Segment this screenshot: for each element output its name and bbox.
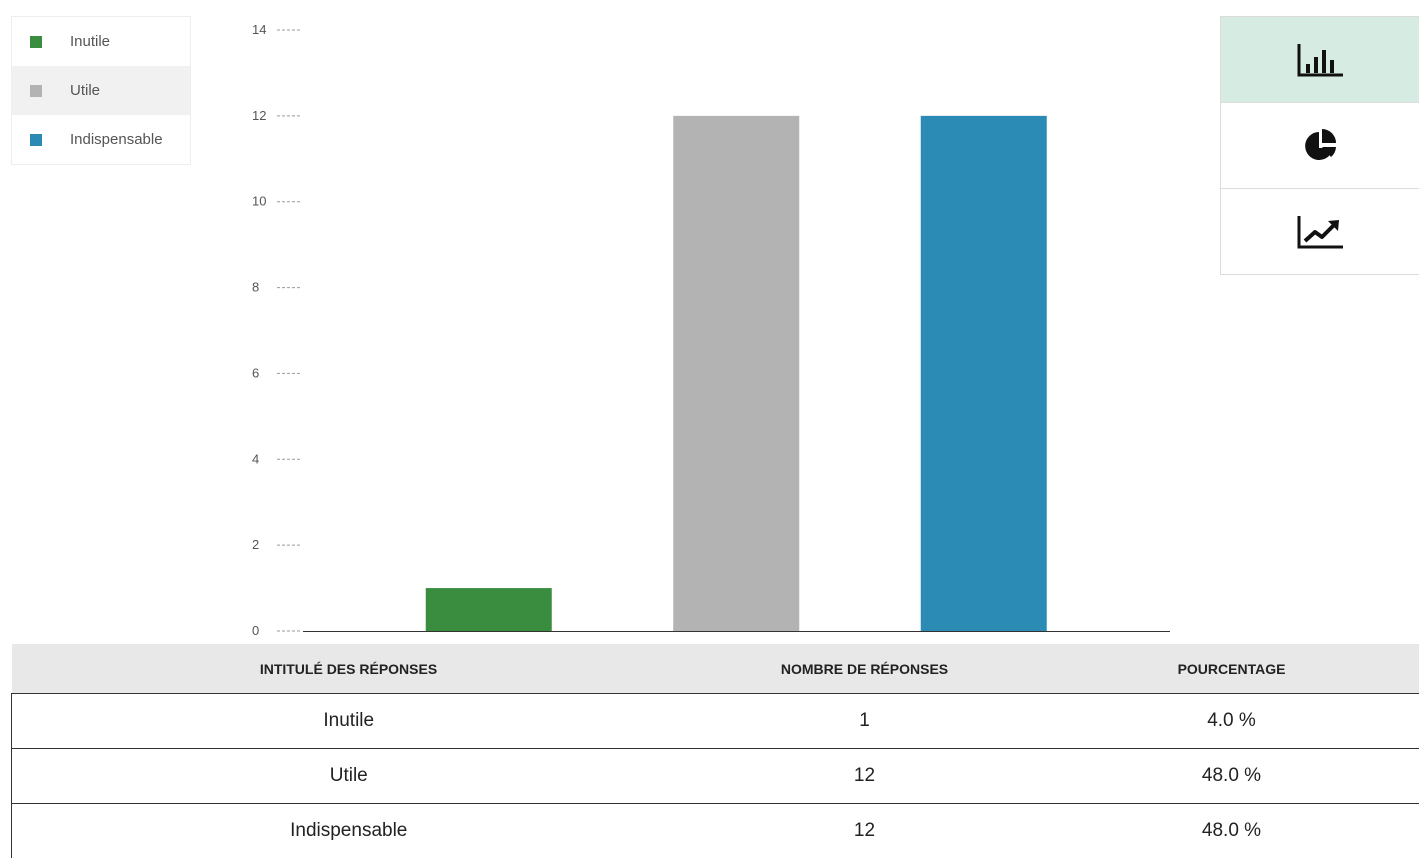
y-tick-label: 10: [252, 194, 266, 209]
column-header-percent: POURCENTAGE: [1044, 644, 1419, 694]
pie-chart-button[interactable]: [1221, 103, 1419, 189]
table-row: Inutile 1 4.0 %: [12, 694, 1419, 749]
cell-count: 12: [686, 749, 1044, 804]
cell-percent: 4.0 %: [1044, 694, 1419, 749]
table-row: Utile 12 48.0 %: [12, 749, 1419, 804]
pie-chart-icon: [1301, 126, 1341, 166]
cell-label: Utile: [12, 749, 686, 804]
cell-count: 1: [686, 694, 1044, 749]
cell-percent: 48.0 %: [1044, 804, 1419, 858]
cell-label: Indispensable: [12, 804, 686, 858]
cell-count: 12: [686, 804, 1044, 858]
chart-type-switcher: [1220, 16, 1419, 275]
y-tick-label: 6: [252, 365, 259, 380]
table-row: Indispensable 12 48.0 %: [12, 804, 1419, 858]
y-tick-label: 12: [252, 108, 266, 123]
bar-chart-icon: [1297, 42, 1345, 78]
y-tick-label: 8: [252, 280, 259, 295]
line-chart-button[interactable]: [1221, 189, 1419, 274]
cell-percent: 48.0 %: [1044, 749, 1419, 804]
line-chart-icon: [1297, 214, 1345, 250]
y-tick-label: 4: [252, 451, 259, 466]
bar-utile[interactable]: [673, 116, 799, 631]
column-header-count: NOMBRE DE RÉPONSES: [686, 644, 1044, 694]
bar-chart-button[interactable]: [1221, 17, 1419, 103]
bar-indispensable[interactable]: [921, 116, 1047, 631]
y-tick-label: 14: [252, 22, 266, 37]
column-header-label: INTITULÉ DES RÉPONSES: [12, 644, 686, 694]
bar-inutile[interactable]: [426, 588, 552, 631]
responses-table: INTITULÉ DES RÉPONSES NOMBRE DE RÉPONSES…: [11, 644, 1419, 858]
table-header-row: INTITULÉ DES RÉPONSES NOMBRE DE RÉPONSES…: [12, 644, 1419, 694]
y-tick-label: 2: [252, 537, 259, 552]
cell-label: Inutile: [12, 694, 686, 749]
y-tick-label: 0: [252, 623, 259, 638]
bar-chart: 0 2 4 6 8 10 12 14: [0, 0, 1210, 640]
